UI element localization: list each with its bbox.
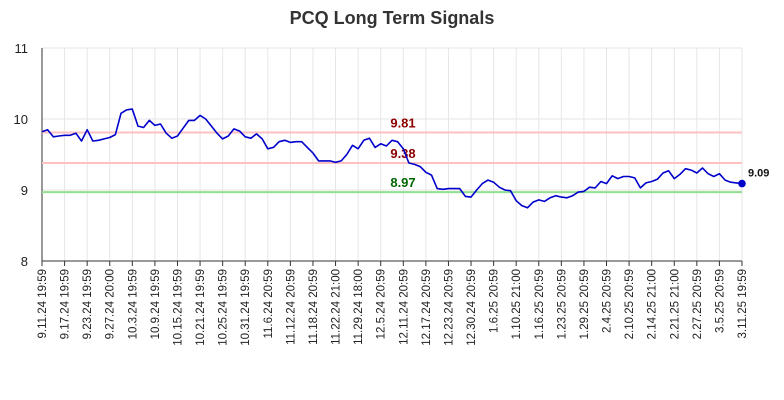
x-tick-label: 10.3.24 19:59: [127, 269, 139, 339]
y-tick-label: 9: [21, 183, 28, 198]
x-tick-label: 10.31.24 19:59: [240, 269, 252, 346]
x-tick-label: 3.11.25 19:59: [737, 269, 749, 339]
x-tick-label: 9.23.24 19:59: [82, 269, 94, 339]
x-tick-label: 11.22.24 21:00: [331, 269, 343, 345]
x-tick-label: 1.23.25 20:59: [556, 269, 568, 339]
reference-label: 9.38: [390, 146, 415, 161]
last-value-label: 9.09: [748, 168, 769, 180]
x-tick-label: 11.12.24 20:59: [285, 269, 297, 345]
x-tick-label: 9.27.24 20:00: [105, 269, 117, 339]
x-tick-label: 9.17.24 19:59: [60, 269, 72, 339]
x-tick-label: 2.10.25 20:59: [624, 269, 636, 339]
x-tick-label: 1.6.25 20:59: [489, 269, 501, 333]
y-tick-label: 8: [21, 254, 28, 269]
y-tick-label: 10: [14, 112, 28, 127]
x-tick-label: 9.11.24 19:59: [37, 269, 49, 339]
x-tick-label: 10.15.24 19:59: [172, 269, 184, 346]
x-tick-label: 1.16.25 20:59: [534, 269, 546, 339]
x-tick-label: 1.29.25 20:59: [579, 269, 591, 339]
x-tick-label: 12.17.24 20:59: [421, 269, 433, 346]
x-tick-label: 11.6.24 20:59: [263, 269, 275, 339]
x-tick-label: 10.25.24 19:59: [218, 269, 230, 346]
x-tick-label: 1.10.25 21:00: [511, 269, 523, 339]
x-tick-label: 2.27.25 20:59: [692, 269, 704, 339]
chart-title: PCQ Long Term Signals: [289, 8, 495, 28]
price-series-line: [41, 108, 743, 209]
x-tick-label: 2.21.25 21:00: [669, 269, 681, 339]
last-value-marker: [738, 179, 746, 188]
x-tick-label: 10.21.24 19:59: [195, 269, 207, 346]
x-tick-label: 2.14.25 21:00: [647, 269, 659, 339]
x-tick-label: 3.5.25 20:59: [714, 269, 726, 333]
y-tick-label: 11: [15, 41, 29, 56]
x-tick-label: 10.9.24 19:59: [150, 269, 162, 339]
x-tick-label: 12.11.24 20:59: [398, 269, 410, 345]
reference-label: 9.81: [390, 115, 415, 130]
x-tick-label: 2.4.25 20:59: [602, 269, 614, 333]
x-tick-label: 12.30.24 20:59: [466, 269, 478, 346]
x-tick-label: 11.18.24 20:59: [308, 269, 320, 345]
x-tick-label: 12.23.24 20:59: [443, 269, 455, 346]
reference-label: 8.97: [390, 175, 415, 190]
x-tick-label: 11.29.24 18:00: [353, 269, 365, 345]
x-tick-label: 12.5.24 20:59: [376, 269, 388, 339]
